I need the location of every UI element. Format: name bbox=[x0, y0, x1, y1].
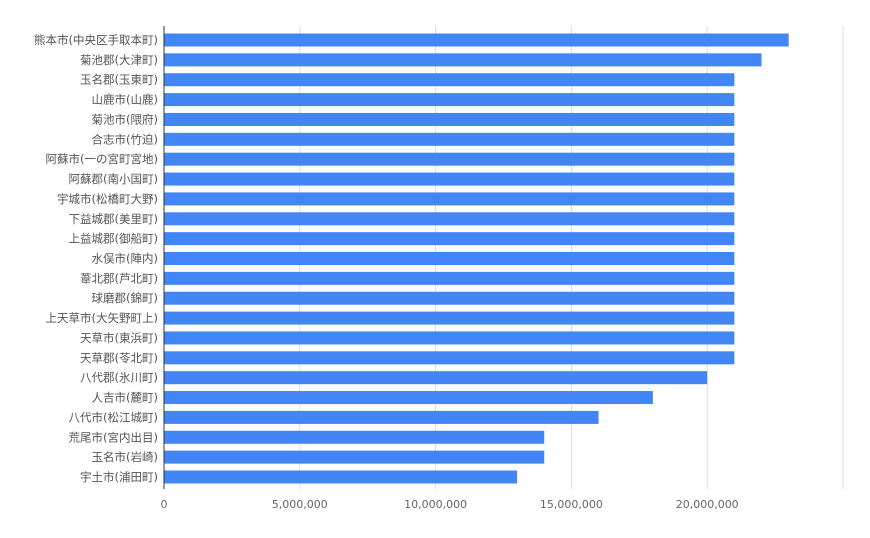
category-label: 阿蘇郡(南小国町) bbox=[69, 172, 158, 186]
bar bbox=[164, 331, 735, 345]
category-label: 上益城郡(御船町) bbox=[69, 232, 158, 246]
category-label: 菊池市(隈府) bbox=[92, 112, 158, 126]
bar bbox=[164, 132, 735, 146]
category-label: 菊池郡(大津町) bbox=[80, 53, 158, 67]
x-tick-label: 15,000,000 bbox=[540, 498, 603, 511]
x-tick-label: 5,000,000 bbox=[272, 498, 328, 511]
bar bbox=[164, 311, 735, 325]
category-label: 宇土市(浦田町) bbox=[80, 470, 158, 484]
x-tick-label: 20,000,000 bbox=[676, 498, 739, 511]
category-label: 八代市(松江城町) bbox=[69, 410, 158, 424]
bar bbox=[164, 232, 735, 246]
category-label: 下益城郡(美里町) bbox=[69, 212, 158, 226]
bar bbox=[164, 291, 735, 305]
bar bbox=[164, 470, 518, 484]
category-label: 宇城市(松橋町大野) bbox=[57, 192, 158, 206]
x-tick-label: 10,000,000 bbox=[404, 498, 467, 511]
bar bbox=[164, 371, 708, 385]
category-label: 合志市(竹迫) bbox=[92, 132, 158, 146]
bar bbox=[164, 172, 735, 186]
category-label: 天草郡(苓北町) bbox=[80, 351, 158, 365]
bar bbox=[164, 93, 735, 107]
bar bbox=[164, 271, 735, 285]
bar bbox=[164, 450, 545, 464]
category-label: 人吉市(麓町) bbox=[92, 391, 158, 405]
bar bbox=[164, 212, 735, 226]
bar bbox=[164, 351, 735, 365]
category-label: 天草市(東浜町) bbox=[80, 331, 158, 345]
category-label: 玉名郡(玉東町) bbox=[80, 73, 158, 87]
bar bbox=[164, 73, 735, 87]
category-label: 葦北郡(芦北町) bbox=[80, 271, 158, 285]
bar bbox=[164, 112, 735, 126]
category-label: 球磨郡(錦町) bbox=[92, 291, 158, 305]
category-label: 玉名市(岩崎) bbox=[92, 450, 158, 464]
category-label: 阿蘇市(一の宮町宮地) bbox=[46, 152, 158, 166]
category-label: 荒尾市(宮内出目) bbox=[69, 430, 158, 444]
bar bbox=[164, 252, 735, 265]
category-label: 水俣市(陣内) bbox=[92, 252, 158, 266]
bar bbox=[164, 391, 653, 405]
category-label: 八代郡(氷川町) bbox=[80, 371, 158, 385]
bar bbox=[164, 410, 599, 424]
x-tick-label: 0 bbox=[161, 498, 168, 511]
bar bbox=[164, 152, 735, 166]
bar bbox=[164, 53, 762, 67]
category-label: 山鹿市(山鹿) bbox=[92, 93, 158, 107]
bar bbox=[164, 192, 735, 206]
category-label: 熊本市(中央区手取本町) bbox=[34, 33, 158, 47]
bar bbox=[164, 430, 545, 444]
bar bbox=[164, 33, 789, 47]
category-label: 上天草市(大矢野町上) bbox=[46, 311, 158, 325]
